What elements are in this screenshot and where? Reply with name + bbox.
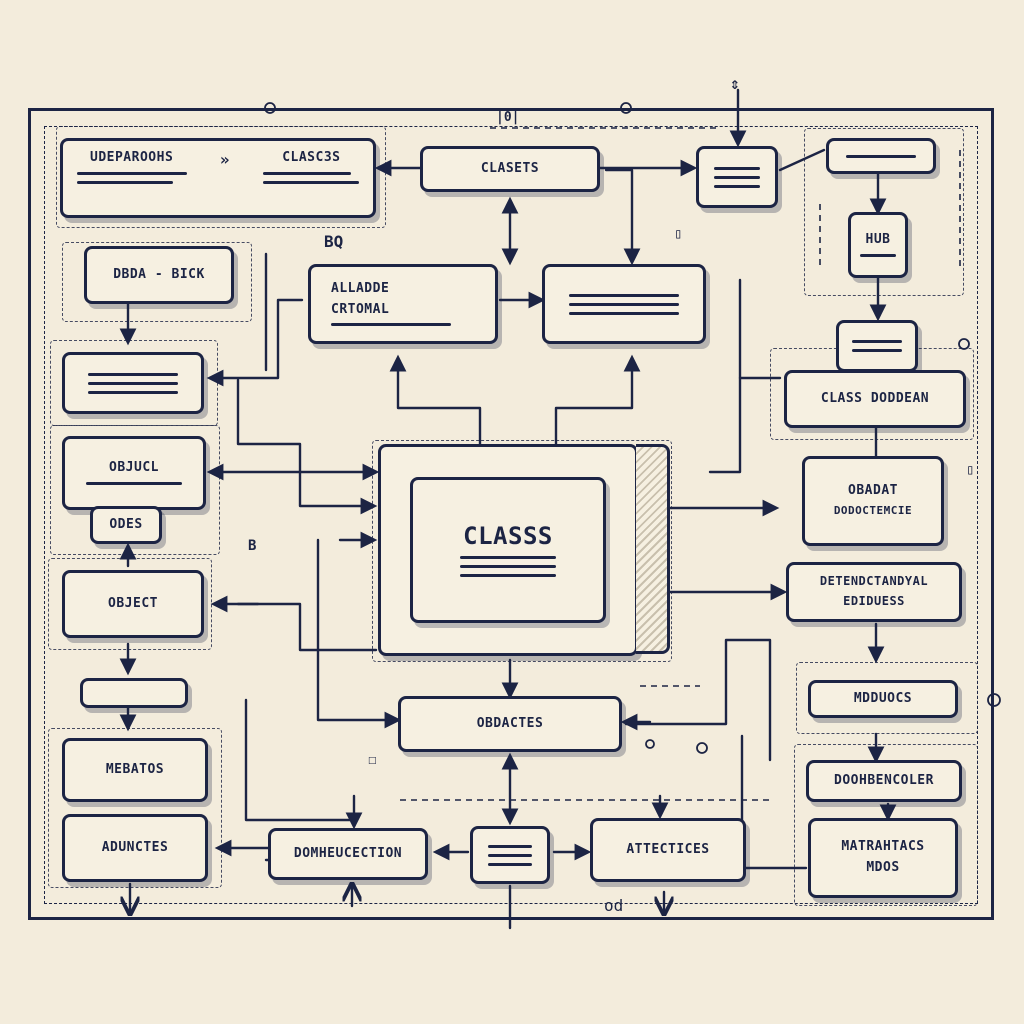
docmodule-box[interactable]: DOOHBENCOLER [806,760,962,802]
small-right-box[interactable] [836,320,918,372]
documentation-box[interactable]: DOMHEUCECTION [268,828,428,880]
attribute-box[interactable]: ALLADDE CRTOMAL [308,264,498,344]
center-class-box[interactable]: CLASSS [410,477,606,623]
determinant-box[interactable]: DETENDCTANDYAL EDIDUESS [786,562,962,622]
double-arrow-icon: » [219,150,231,169]
adunctes-box[interactable]: ADUNCTES [62,814,208,882]
classes-top-label: CLASETS [480,160,540,176]
attectices-label: ATTECTICES [626,841,710,857]
objactes-box[interactable]: OBDACTES [398,696,622,752]
lock-icon: ▯ [966,462,975,478]
center-lines-box[interactable] [470,826,550,884]
group-frame [804,128,964,296]
class-diagram-label: CLASS DODDEAN [820,390,930,406]
dbdiagram-box[interactable]: DBDA - BICK [84,246,234,304]
top-right-box[interactable] [826,138,936,174]
documentation-label: DOMHEUCECTION [293,845,403,861]
obadat-title: OBADAT [848,483,898,499]
center-class-depth-face [636,444,670,654]
odes-label: ODES [109,516,143,532]
object-left-label: OBJUCL [109,460,159,476]
overview-right-label: CLASC3S [282,150,341,165]
matrix-line-1: MATRAHTACS [841,839,925,855]
b-tag: B [248,538,257,554]
empty-left-box[interactable] [80,678,188,708]
od-tag: od [604,896,624,915]
left-lines-box[interactable] [62,352,204,414]
determinant-line-1: DETENDCTANDYAL [819,574,929,589]
methods-right-box[interactable]: MDDUOCS [808,680,958,718]
matrix-box[interactable]: MATRAHTACS MDOS [808,818,958,898]
obadat-box[interactable]: OBADAT DODOCTEMCIE [802,456,944,546]
object-box[interactable]: OBJECT [62,570,204,638]
methods-right-label: MDDUOCS [853,690,913,706]
lock-icon: ▯ [674,226,683,242]
center-class-title: CLASSS [463,521,553,550]
center-class-outer[interactable]: CLASSS [378,444,638,656]
obadat-subtitle: DODOCTEMCIE [833,504,913,518]
overview-left-label: UDEPAROOHS [90,150,174,165]
attribute-line-2: CRTOMAL [331,301,390,317]
group-frame [56,126,386,228]
metadata-label: MEBATOS [105,761,165,777]
object-left-box[interactable]: OBJUCL [62,436,206,510]
up-arrow-icon: ⇕ [730,74,740,93]
adunctes-label: ADUNCTES [101,839,169,855]
metadata-box[interactable]: MEBATOS [62,738,208,802]
lines-box[interactable] [542,264,706,344]
group-frame [796,662,978,734]
objactes-label: OBDACTES [476,715,544,731]
note-icon: ☐ [368,752,377,768]
group-frame [62,242,252,322]
hub-box[interactable]: HUB [848,212,908,278]
group-frame [372,440,672,662]
docmodule-label: DOOHBENCOLER [834,772,934,788]
class-diagram-box[interactable]: CLASS DODDEAN [784,370,966,428]
determinant-line-2: EDIDUESS [843,594,905,608]
matrix-line-2: MDOS [866,860,900,875]
attribute-line-1: ALLADDE [331,280,390,296]
pipe-tag: |0| [496,110,520,125]
attectices-box[interactable]: ATTECTICES [590,818,746,882]
object-label: OBJECT [108,595,158,611]
overview-box[interactable]: UDEPAROOHS » CLASC3S [60,138,376,218]
small-box[interactable] [696,146,778,208]
hub-label: HUB [865,232,891,248]
dbdiagram-label: DBDA - BICK [113,266,205,282]
bd-tag: BQ [324,232,344,251]
group-frame [794,744,978,906]
classes-top-box[interactable]: CLASETS [420,146,600,192]
odes-box[interactable]: ODES [90,506,162,544]
